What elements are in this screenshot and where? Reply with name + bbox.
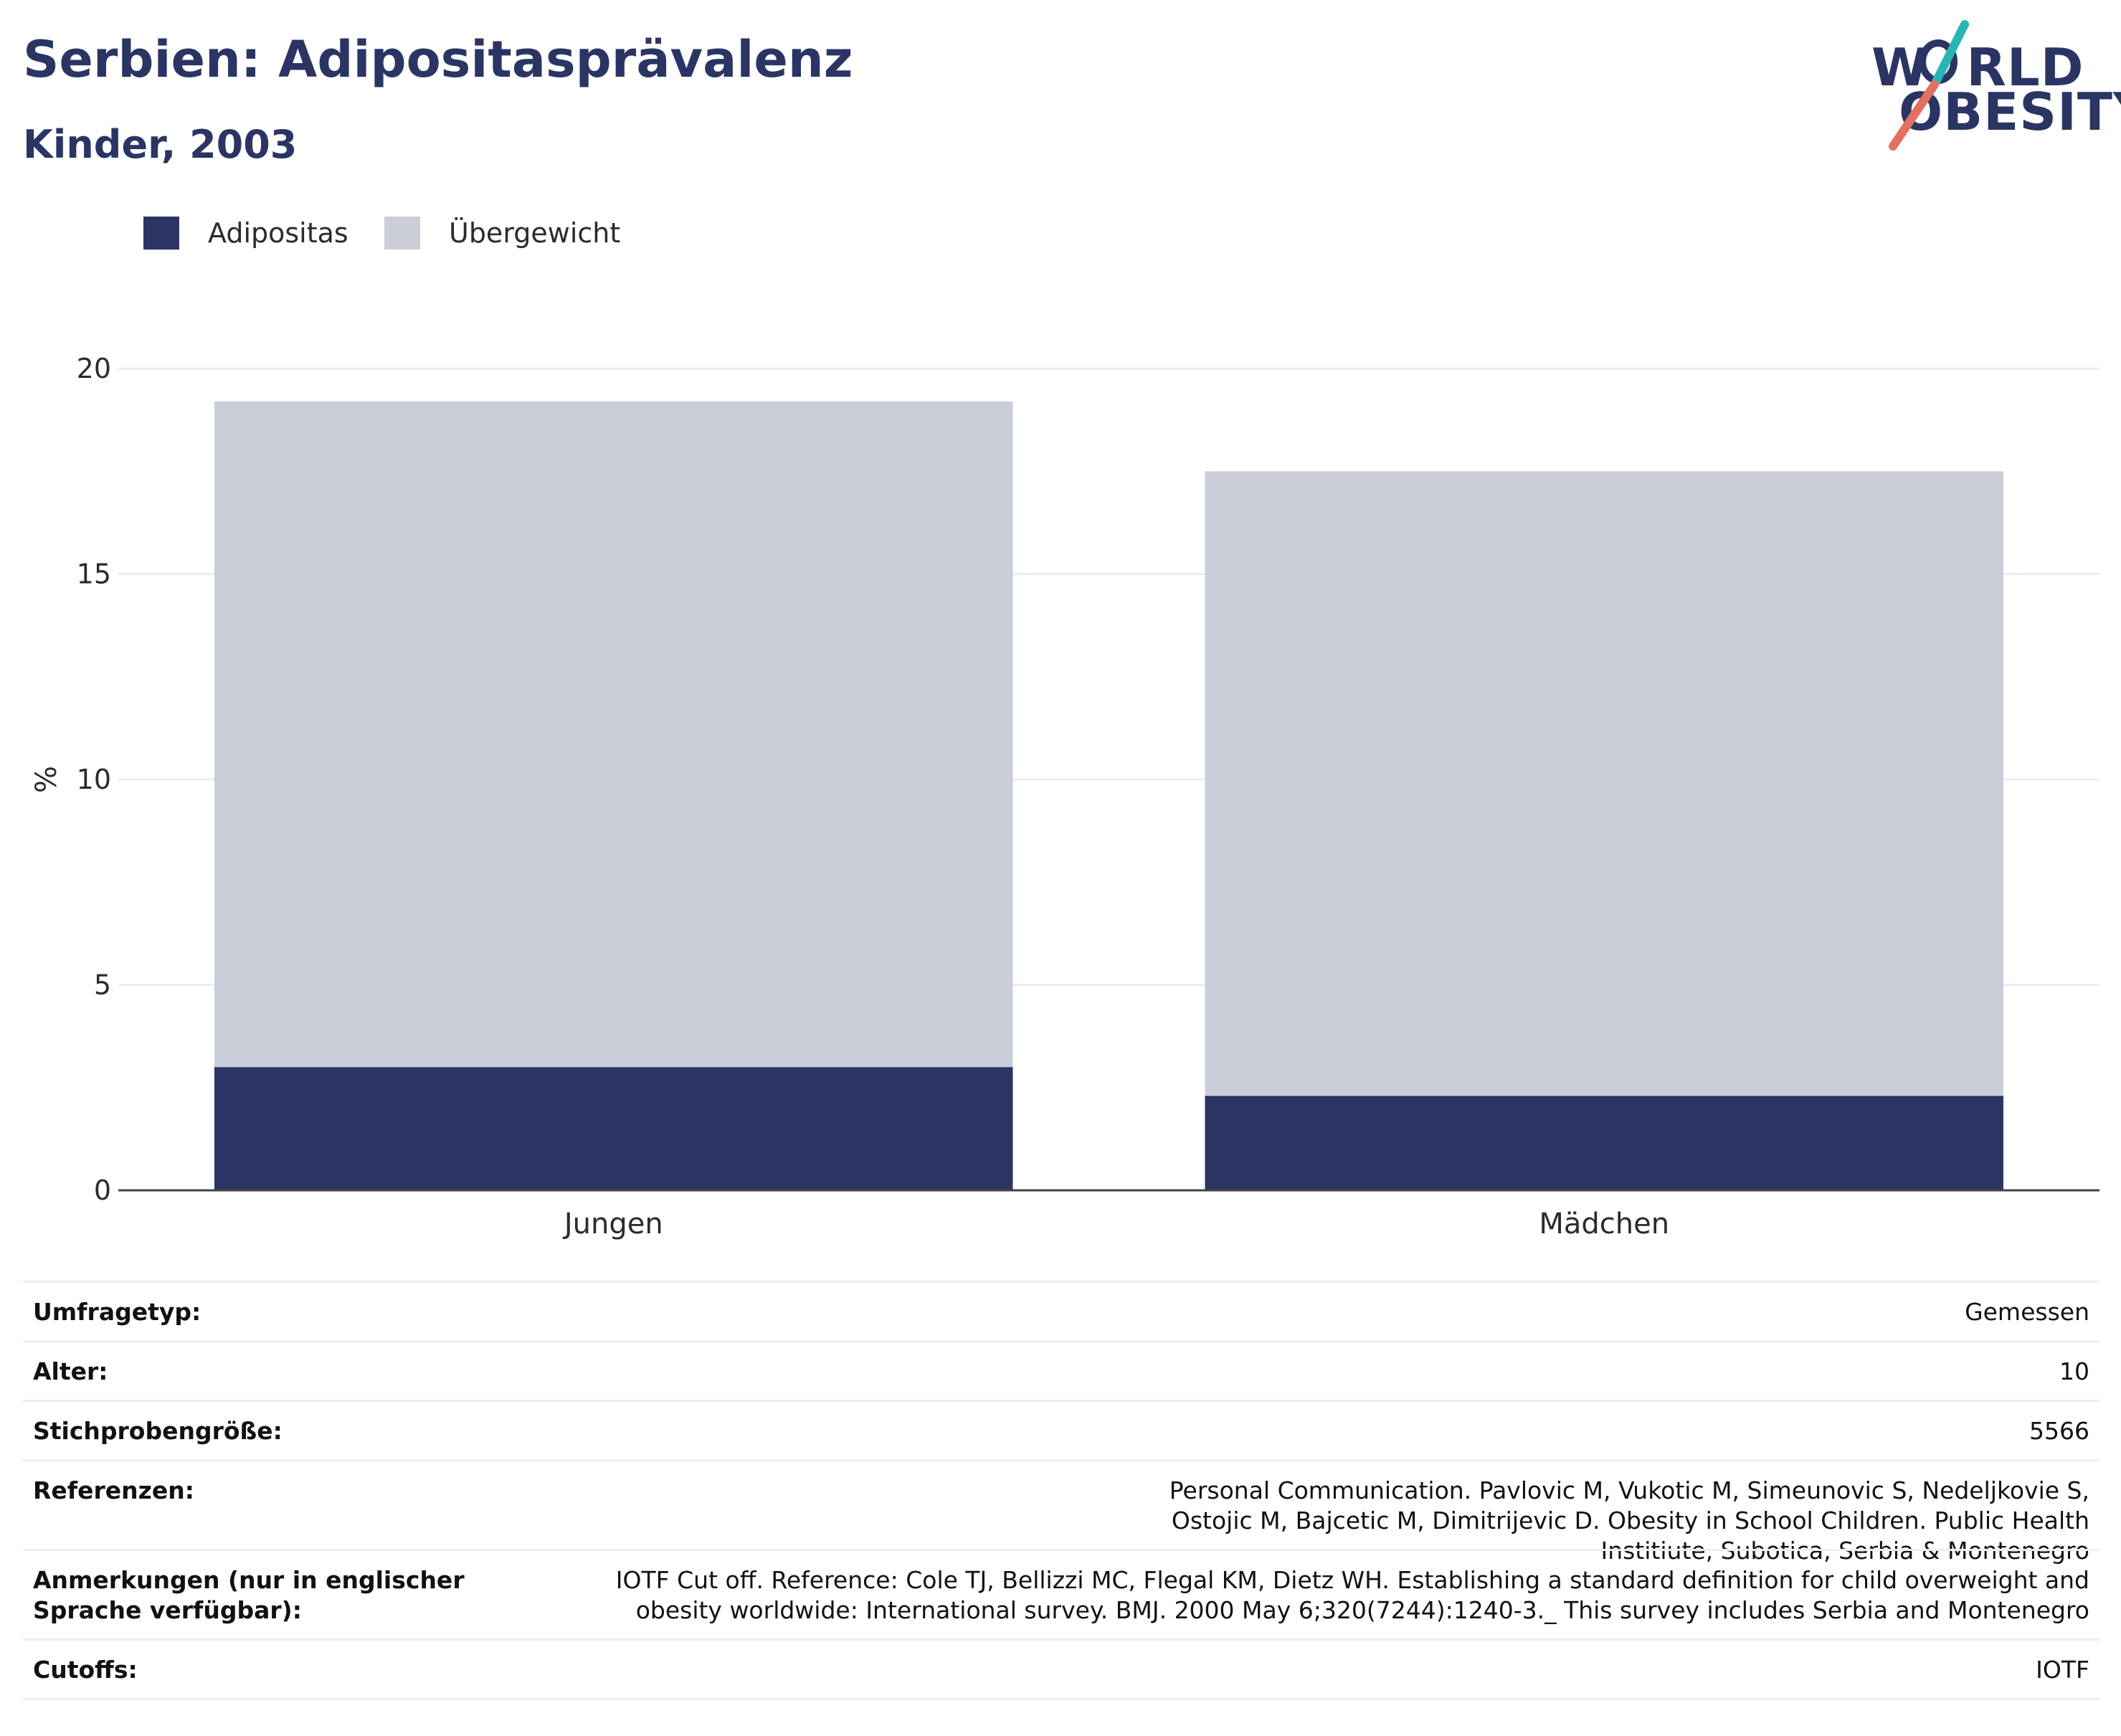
axes: 0 5 10 15 20% Jungen Mädchen <box>30 353 2099 1241</box>
info-value: Personal Communication. Pavlovic M, Vuko… <box>1169 1476 2089 1565</box>
bar-adipositas-0 <box>214 1067 1013 1190</box>
logo-slash-icon <box>1889 20 1969 151</box>
logo-word-world: W RLD <box>1871 37 2084 98</box>
bar-uebergewicht-1 <box>1205 471 2003 1096</box>
info-row-alter: Alter: 10 <box>23 1340 2099 1400</box>
info-label: Anmerkungen (nur in englischer Sprache v… <box>33 1566 465 1624</box>
y-tick-label: 15 <box>77 559 111 590</box>
legend-swatch-adipositas <box>143 217 179 250</box>
info-row-cutoffs: Cutoffs: IOTF <box>23 1638 2099 1700</box>
info-row-referenzen: Referenzen: Personal Communication. Pavl… <box>23 1459 2099 1565</box>
legend-label-adipositas: Adipositas <box>208 217 348 249</box>
bar-adipositas-1 <box>1205 1096 2003 1190</box>
info-label: Referenzen: <box>33 1476 194 1504</box>
legend-swatch-uebergewicht <box>384 217 420 250</box>
info-value: IOTF Cut off. Reference: Cole TJ, Belliz… <box>615 1566 2089 1624</box>
info-value: IOTF <box>2036 1656 2089 1684</box>
x-tick-label: Jungen <box>562 1208 663 1241</box>
info-row-umfragetyp: Umfragetyp: Gemessen <box>23 1281 2099 1340</box>
y-tick-label: 0 <box>94 1175 111 1206</box>
info-label: Umfragetyp: <box>33 1298 201 1326</box>
info-label: Cutoffs: <box>33 1656 138 1684</box>
info-value: 10 <box>2059 1357 2089 1385</box>
x-tick-label: Mädchen <box>1539 1208 1669 1241</box>
info-value: Gemessen <box>1965 1298 2089 1326</box>
chart-title: Serbien: Adipositasprävalenz <box>23 30 853 89</box>
logo-word-obesity: OBESITY <box>1899 82 2121 142</box>
bars <box>214 401 2003 1190</box>
bar-chart: 0 5 10 15 20% Jungen Mädchen <box>30 353 2099 1241</box>
chart-subtitle: Kinder, 2003 <box>23 122 298 167</box>
info-label: Stichprobengröße: <box>33 1417 283 1445</box>
legend-label-uebergewicht: Übergewicht <box>449 217 621 249</box>
y-axis-title: % <box>30 766 63 793</box>
info-value: 5566 <box>2029 1417 2089 1445</box>
info-row-anmerkungen: Anmerkungen (nur in englischer Sprache v… <box>23 1549 2099 1638</box>
survey-info-table: Umfragetyp: Gemessen Alter: 10 Stichprob… <box>23 1281 2099 1700</box>
bar-uebergewicht-0 <box>214 401 1013 1068</box>
y-tick-label: 10 <box>77 764 111 795</box>
info-row-stichprobengroesse: Stichprobengröße: 5566 <box>23 1400 2099 1459</box>
y-tick-label: 5 <box>94 969 111 1001</box>
info-label: Alter: <box>33 1357 108 1385</box>
y-tick-label: 20 <box>77 353 111 384</box>
